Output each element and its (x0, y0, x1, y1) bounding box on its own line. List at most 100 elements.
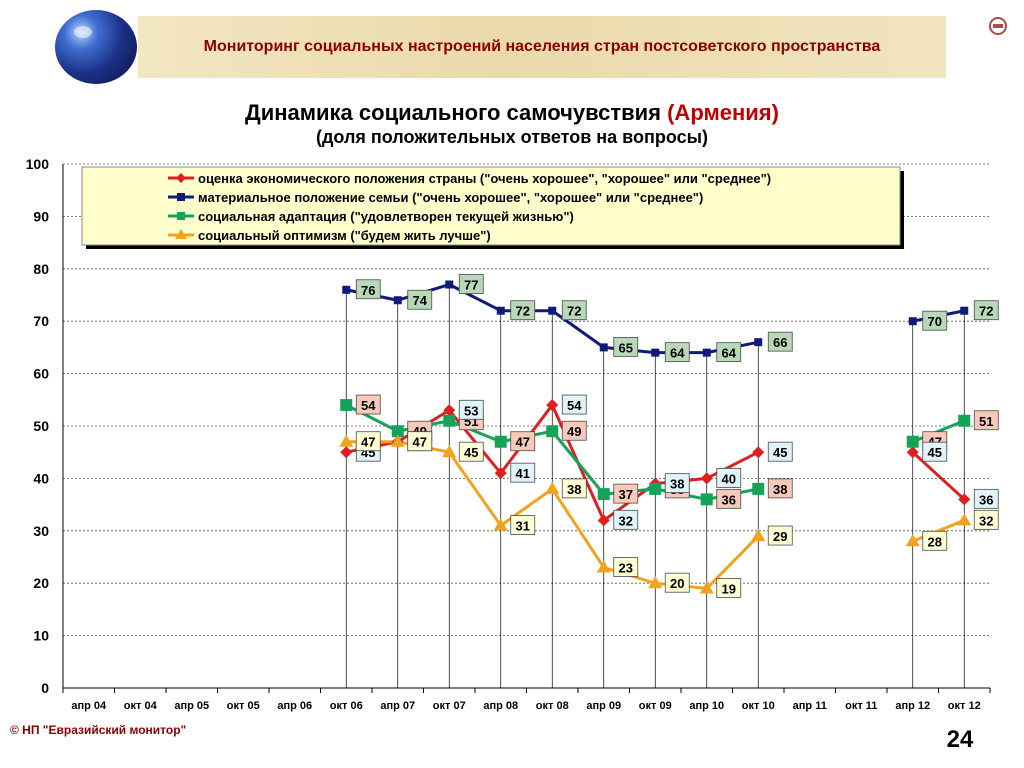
series-line (911, 451, 966, 501)
data-point (702, 348, 711, 357)
data-label-box (561, 300, 587, 321)
data-label: 32 (619, 513, 633, 528)
data-point (908, 317, 917, 326)
data-label-box (664, 342, 690, 363)
data-label: 54 (361, 398, 376, 413)
series-line (912, 419, 965, 444)
y-tick-label: 30 (33, 523, 49, 539)
data-label-box (613, 336, 639, 357)
data-point (597, 488, 610, 501)
data-label-box (561, 420, 587, 441)
logo-icon-mark (993, 24, 1003, 28)
logo-icon (989, 17, 1007, 35)
data-point (340, 446, 353, 459)
data-point (342, 285, 351, 294)
data-label: 32 (979, 513, 993, 528)
data-label: 51 (979, 414, 993, 429)
data-label-box (664, 572, 690, 593)
legend-swatch-marker (175, 229, 187, 239)
legend-swatch-marker (177, 193, 185, 201)
x-tick-label: окт 08 (536, 700, 569, 712)
data-label: 49 (567, 424, 581, 439)
y-tick-label: 50 (33, 418, 49, 434)
y-tick-label: 20 (33, 575, 49, 591)
y-tick-label: 80 (33, 261, 49, 277)
data-point (339, 434, 354, 447)
data-label: 20 (670, 576, 684, 591)
x-tick-label: окт 04 (124, 700, 158, 712)
data-point (751, 529, 766, 542)
data-point (545, 481, 560, 494)
x-tick-label: апр 11 (793, 700, 827, 712)
data-label-box (973, 509, 999, 530)
data-label-box (510, 462, 536, 483)
data-label: 36 (722, 492, 736, 507)
data-label: 72 (567, 304, 581, 319)
legend-label: социальный оптимизм ("будем жить лучше") (198, 228, 491, 243)
data-label-box (716, 342, 742, 363)
header-banner: Мониторинг социальных настроений населен… (0, 0, 1024, 86)
data-label: 37 (619, 487, 633, 502)
data-point (546, 399, 559, 412)
data-label-box (355, 394, 381, 415)
data-label-box (716, 488, 742, 509)
y-tick-label: 70 (33, 313, 49, 329)
data-point (958, 414, 971, 427)
legend-label: материальное положение семьи ("очень хор… (198, 190, 703, 205)
data-point (442, 445, 457, 458)
copyright-note: © НП "Евразийский монитор" (10, 723, 187, 737)
x-tick-label: окт 06 (330, 700, 363, 712)
data-label-box (767, 331, 793, 352)
data-point (496, 306, 505, 315)
legend-box (81, 166, 901, 246)
data-label: 45 (773, 445, 787, 460)
data-label-box (973, 488, 999, 509)
data-label: 38 (773, 482, 787, 497)
chart-title-country: (Армения) (667, 100, 779, 125)
data-label-box (613, 557, 639, 577)
banner-map-strip (138, 16, 946, 78)
data-label: 64 (670, 346, 685, 361)
data-label: 65 (619, 340, 633, 355)
data-label: 47 (516, 435, 530, 450)
x-tick-label: окт 07 (433, 700, 466, 712)
data-point (494, 435, 507, 448)
line-chart: 0 10 20 30 40 50 60 70 80 90 100 апр 04 окт 04 апр 05… (26, 156, 999, 712)
data-label: 38 (567, 482, 581, 497)
legend-label: оценка экономического положения страны (… (198, 171, 771, 186)
data-label: 28 (928, 534, 942, 549)
data-label-box (716, 467, 742, 488)
data-point (752, 446, 765, 459)
legend-label: социальная адаптация ("удовлетворен теку… (198, 209, 574, 224)
data-label-box (407, 289, 433, 310)
data-point (649, 482, 662, 495)
x-tick-label: окт 05 (227, 700, 260, 712)
data-label: 19 (722, 581, 736, 596)
x-tick-label: апр 07 (380, 700, 415, 712)
data-label: 45 (928, 445, 942, 460)
data-label: 47 (361, 435, 375, 450)
data-point (957, 513, 972, 526)
chart-subtitle: (доля положительных ответов на вопросы) (315, 127, 708, 147)
data-label-box (561, 478, 587, 499)
data-point (754, 338, 763, 347)
data-point (700, 472, 713, 485)
data-label-box (664, 473, 690, 494)
data-label-box (458, 441, 484, 462)
data-label: 31 (516, 519, 530, 534)
legend-swatch-marker (176, 173, 186, 183)
data-label-box (973, 300, 999, 321)
data-label: 54 (567, 398, 582, 413)
data-point (699, 581, 714, 594)
x-tick-label: окт 11 (845, 700, 877, 712)
data-label: 77 (464, 278, 478, 293)
data-label-box (458, 274, 484, 294)
data-point (393, 296, 402, 305)
series-line (912, 518, 965, 543)
data-point (546, 425, 559, 438)
data-point (958, 493, 971, 506)
data-label: 45 (464, 445, 478, 460)
data-point (340, 399, 353, 412)
x-tick-label: окт 10 (742, 700, 775, 712)
y-tick-label: 10 (33, 628, 49, 644)
